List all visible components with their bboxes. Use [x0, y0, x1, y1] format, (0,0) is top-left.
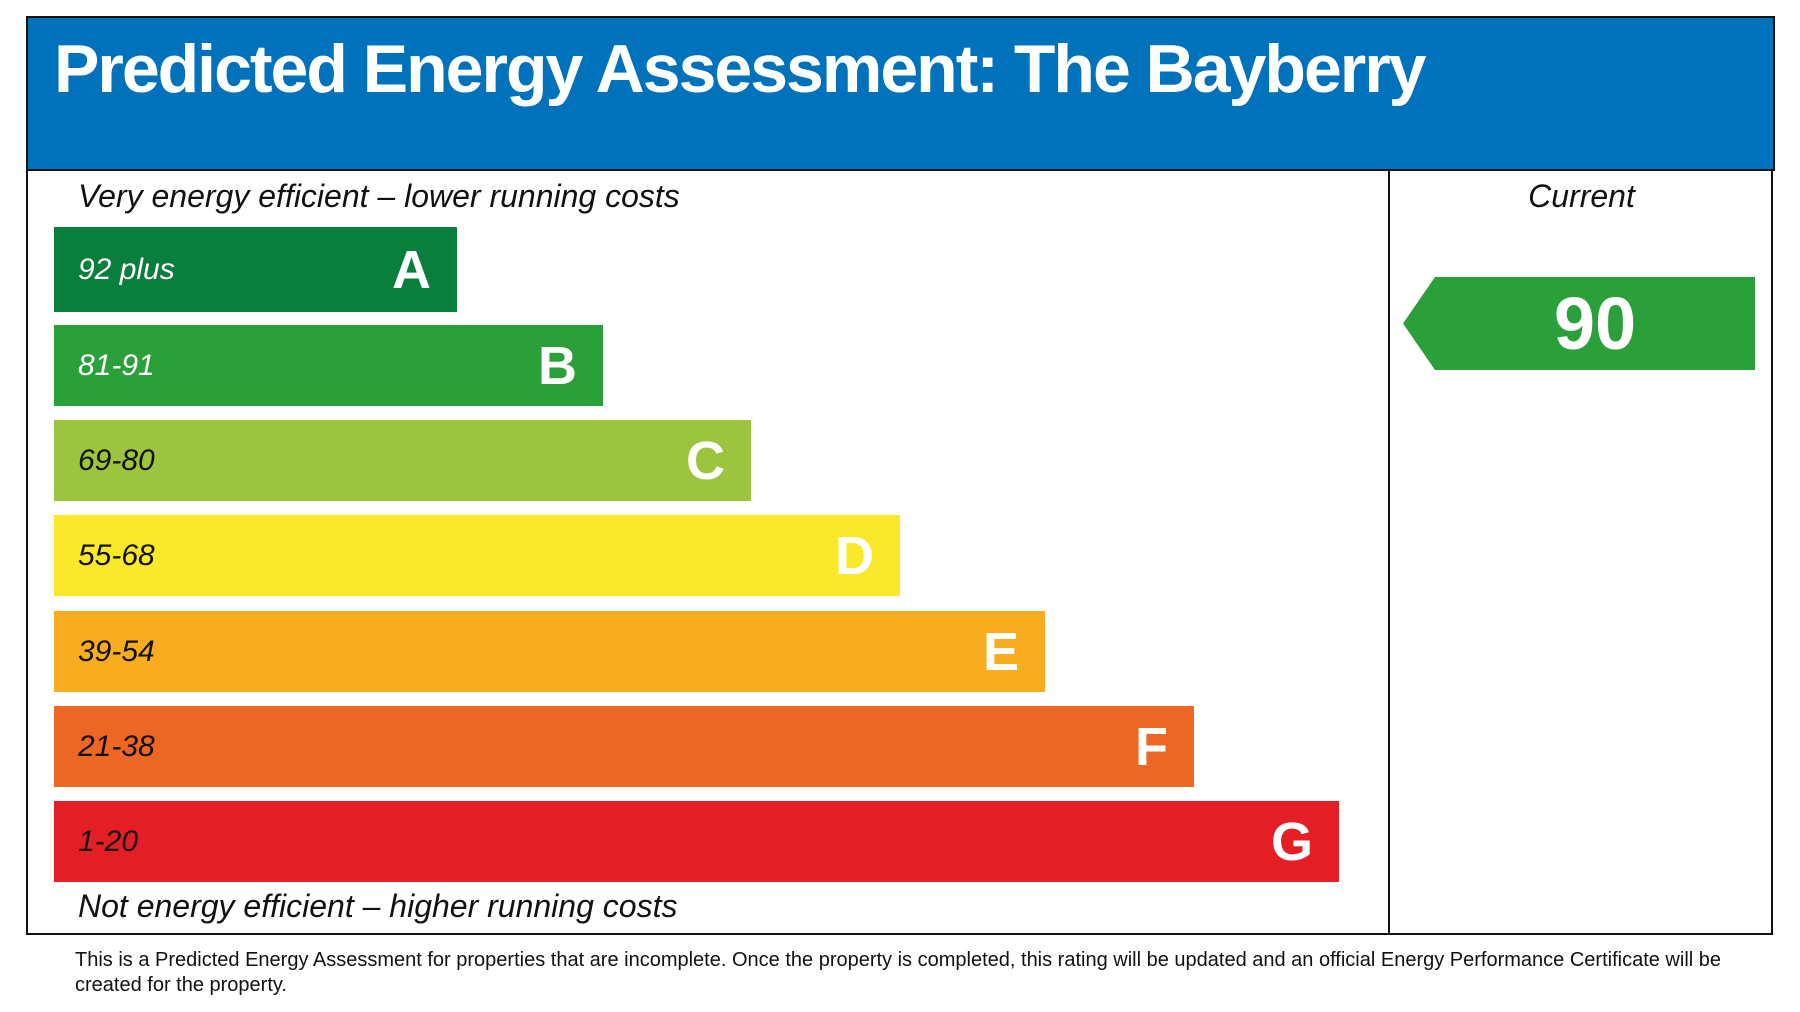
page-title: Predicted Energy Assessment: The Bayberr…: [54, 31, 1427, 107]
rating-bar-f: 21-38 F: [54, 706, 1194, 787]
column-divider: [1388, 171, 1390, 935]
band-range: 55-68: [78, 538, 155, 572]
band-letter: E: [982, 621, 1019, 682]
rating-bar-d: 55-68 D: [54, 515, 900, 596]
band-letter: G: [1270, 811, 1313, 872]
band-range: 39-54: [78, 634, 155, 668]
current-label: Current: [1528, 178, 1635, 214]
current-rating-arrow: [1403, 277, 1755, 370]
band-letter: C: [686, 430, 725, 491]
band-letter: F: [1135, 716, 1168, 777]
band-range: 1-20: [78, 824, 139, 858]
band-range: 21-38: [78, 729, 155, 763]
header-banner: [26, 16, 1775, 171]
band-letter: B: [538, 335, 577, 396]
rating-bar-g: 1-20 G: [54, 801, 1339, 882]
bottom-note: Not energy efficient – higher running co…: [78, 888, 678, 924]
band-range: 81-91: [78, 348, 155, 382]
top-note: Very energy efficient – lower running co…: [78, 178, 680, 214]
band-range: 69-80: [78, 443, 155, 477]
band-letter: D: [835, 525, 874, 586]
rating-bar-e: 39-54 E: [54, 611, 1045, 692]
current-rating-value: 90: [1553, 282, 1637, 365]
footer-disclaimer: This is a Predicted Energy Assessment fo…: [75, 949, 1722, 996]
band-range: 92 plus: [78, 252, 175, 286]
rating-bar-b: 81-91 B: [54, 325, 603, 406]
rating-bar-a: 92 plus A: [54, 227, 457, 312]
band-letter: A: [392, 239, 431, 300]
rating-bar-c: 69-80 C: [54, 420, 751, 501]
